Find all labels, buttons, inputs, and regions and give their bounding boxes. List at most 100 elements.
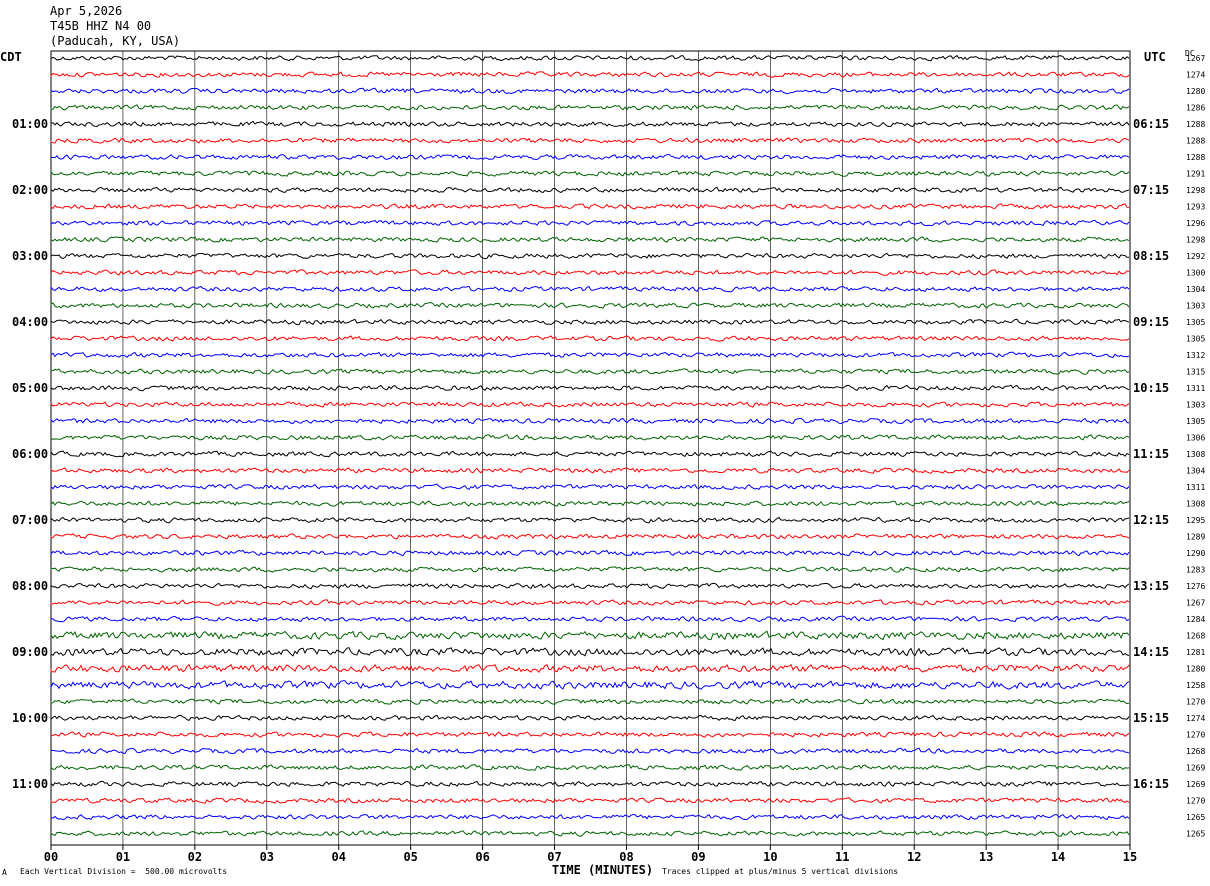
seismic-trace <box>50 384 1130 392</box>
dc-offset-label: 1267 <box>1186 599 1205 608</box>
corner-mark: A <box>2 868 7 877</box>
right-hour-label: 16:15 <box>1133 777 1169 791</box>
right-hour-label: 06:15 <box>1133 117 1169 131</box>
right-hour-label: 07:15 <box>1133 183 1169 197</box>
left-hour-label: 05:00 <box>12 381 48 395</box>
x-tick-label: 08 <box>619 850 633 864</box>
x-tick-label: 00 <box>44 850 58 864</box>
x-tick-label: 06 <box>475 850 489 864</box>
seismic-trace <box>50 747 1130 755</box>
dc-offset-label: 1304 <box>1186 467 1205 476</box>
left-hour-label: 11:00 <box>12 777 48 791</box>
x-tick-label: 15 <box>1123 850 1137 864</box>
seismic-trace <box>50 533 1130 540</box>
seismic-trace <box>50 170 1130 177</box>
seismic-trace <box>50 663 1130 674</box>
seismic-trace <box>50 698 1130 705</box>
left-hour-label: 02:00 <box>12 183 48 197</box>
x-tick-label: 10 <box>763 850 777 864</box>
left-hour-label: 01:00 <box>12 117 48 131</box>
seismic-trace <box>50 500 1130 507</box>
seismic-trace <box>50 252 1130 260</box>
seismic-trace <box>50 450 1130 458</box>
dc-offset-label: 1315 <box>1186 368 1205 377</box>
x-tick-label: 14 <box>1051 850 1065 864</box>
seismic-trace <box>50 647 1130 657</box>
dc-offset-label: 1270 <box>1186 797 1205 806</box>
dc-offset-label: 1305 <box>1186 318 1205 327</box>
seismic-trace <box>50 417 1130 425</box>
seismic-trace <box>50 599 1130 606</box>
trace-layer <box>50 54 1130 837</box>
seismic-trace <box>50 153 1130 161</box>
right-hour-label: 11:15 <box>1133 447 1169 461</box>
dc-offset-label: 1269 <box>1186 780 1205 789</box>
seismic-trace <box>50 186 1130 194</box>
left-hour-label: 04:00 <box>12 315 48 329</box>
dc-offset-label: 1280 <box>1186 87 1205 96</box>
seismic-trace <box>50 302 1130 309</box>
dc-offset-label: 1274 <box>1186 71 1205 80</box>
right-hour-label: 08:15 <box>1133 249 1169 263</box>
left-hour-label: 06:00 <box>12 447 48 461</box>
seismic-trace <box>50 731 1130 738</box>
seismic-trace <box>50 483 1130 491</box>
dc-offset-label: 1293 <box>1186 203 1205 212</box>
dc-offset-label: 1305 <box>1186 417 1205 426</box>
x-tick-label: 09 <box>691 850 705 864</box>
seismic-trace <box>50 516 1130 524</box>
x-tick-label: 07 <box>547 850 561 864</box>
left-timezone: CDT <box>0 50 22 64</box>
header-location: (Paducah, KY, USA) <box>50 34 181 48</box>
dc-offset-label: 1283 <box>1186 566 1205 575</box>
x-tick-label: 11 <box>835 850 849 864</box>
dc-offset-label: 1288 <box>1186 137 1205 146</box>
seismic-trace <box>50 549 1130 557</box>
dc-offset-label: 1311 <box>1186 483 1205 492</box>
seismic-trace <box>50 680 1130 690</box>
x-tick-label: 01 <box>116 850 130 864</box>
dc-offset-label: 1311 <box>1186 384 1205 393</box>
seismic-trace <box>50 797 1130 804</box>
left-hour-label: 10:00 <box>12 711 48 725</box>
seismic-trace <box>50 615 1130 623</box>
seismic-trace <box>50 318 1130 326</box>
dc-offset-label: 1289 <box>1186 533 1205 542</box>
seismic-trace <box>50 764 1130 771</box>
seismic-trace <box>50 335 1130 342</box>
dc-offset-label: 1281 <box>1186 648 1205 657</box>
dc-offset-label: 1269 <box>1186 764 1205 773</box>
dc-offset-label: 1265 <box>1186 830 1205 839</box>
dc-offset-label: 1295 <box>1186 516 1205 525</box>
dc-offset-label: 1270 <box>1186 698 1205 707</box>
dc-offset-label: 1290 <box>1186 549 1205 558</box>
dc-offset-label: 1305 <box>1186 335 1205 344</box>
dc-offset-label: 1258 <box>1186 681 1205 690</box>
seismic-trace <box>50 87 1130 95</box>
dc-offset-label: 1274 <box>1186 714 1205 723</box>
header-station: T45B HHZ N4 00 <box>50 19 152 33</box>
dc-offset-label: 1308 <box>1186 450 1205 459</box>
dc-offset-label: 1298 <box>1186 236 1205 245</box>
label-layer: 00 01 02 03 04 05 06 07 08 09 10 11 12 13 14 15 TIME (MI… <box>0 49 1205 877</box>
dc-offset-label: 1298 <box>1186 186 1205 195</box>
seismic-trace <box>50 566 1130 573</box>
seismic-trace <box>50 203 1130 210</box>
seismic-trace <box>50 582 1130 590</box>
seismic-trace <box>50 830 1130 837</box>
right-hour-label: 13:15 <box>1133 579 1169 593</box>
seismic-trace <box>50 368 1130 375</box>
seismic-trace <box>50 104 1130 111</box>
dc-heading: DC <box>1185 49 1195 58</box>
header-date: Apr 5,2026 <box>50 4 123 18</box>
right-hour-label: 09:15 <box>1133 315 1169 329</box>
x-tick-label: 03 <box>260 850 274 864</box>
dc-offset-label: 1312 <box>1186 351 1205 360</box>
dc-offset-label: 1300 <box>1186 269 1205 278</box>
dc-offset-label: 1291 <box>1186 170 1205 179</box>
seismic-trace <box>50 467 1130 474</box>
dc-offset-label: 1303 <box>1186 302 1205 311</box>
dc-offset-label: 1267 <box>1186 54 1205 63</box>
x-tick-label: 02 <box>188 850 202 864</box>
